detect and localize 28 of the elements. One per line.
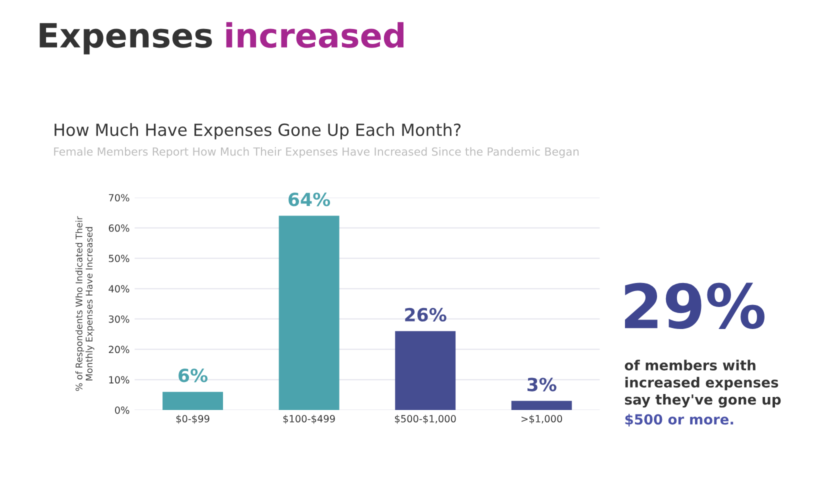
text: increased <box>226 22 404 48</box>
bar <box>162 392 224 410</box>
x-tick-label: >$1,000 <box>522 414 562 424</box>
chart-subtitle: Female Members Report How Much Their Expenses Have Increased Since the Pandemic Began <box>54 147 579 158</box>
y-tick-label: 30% <box>108 315 130 323</box>
data-label: 64% <box>288 192 330 206</box>
data-label: 6% <box>178 368 208 382</box>
y-tick-label: 10% <box>109 376 130 384</box>
text: $500 or more. <box>625 414 734 426</box>
x-tick-label: $100-$499 <box>283 414 335 424</box>
text: 29% <box>624 282 764 330</box>
text: Expenses <box>40 23 212 54</box>
text: of members with increased expenses say they've gone up <box>624 360 781 408</box>
y-tick-label: 50% <box>108 254 130 262</box>
y-tick-label: 0% <box>114 406 130 414</box>
y-tick-label: 40% <box>108 285 130 292</box>
y-tick-label: 60% <box>108 224 130 232</box>
bar <box>511 400 572 410</box>
bar <box>278 216 340 410</box>
bar <box>395 331 456 410</box>
y-axis-title: % of Respondents Who Indicated Their Monthly Expenses Have Increased <box>75 216 94 391</box>
y-tick-label: 20% <box>108 346 130 354</box>
data-label: 26% <box>405 308 446 322</box>
data-label: 3% <box>528 378 556 392</box>
chart-title: How Much Have Expenses Gone Up Each Month? <box>54 123 461 140</box>
y-tick-label: 70% <box>108 194 130 202</box>
x-tick-label: $0-$99 <box>176 414 210 424</box>
x-tick-label: $500-$1,000 <box>395 414 456 424</box>
